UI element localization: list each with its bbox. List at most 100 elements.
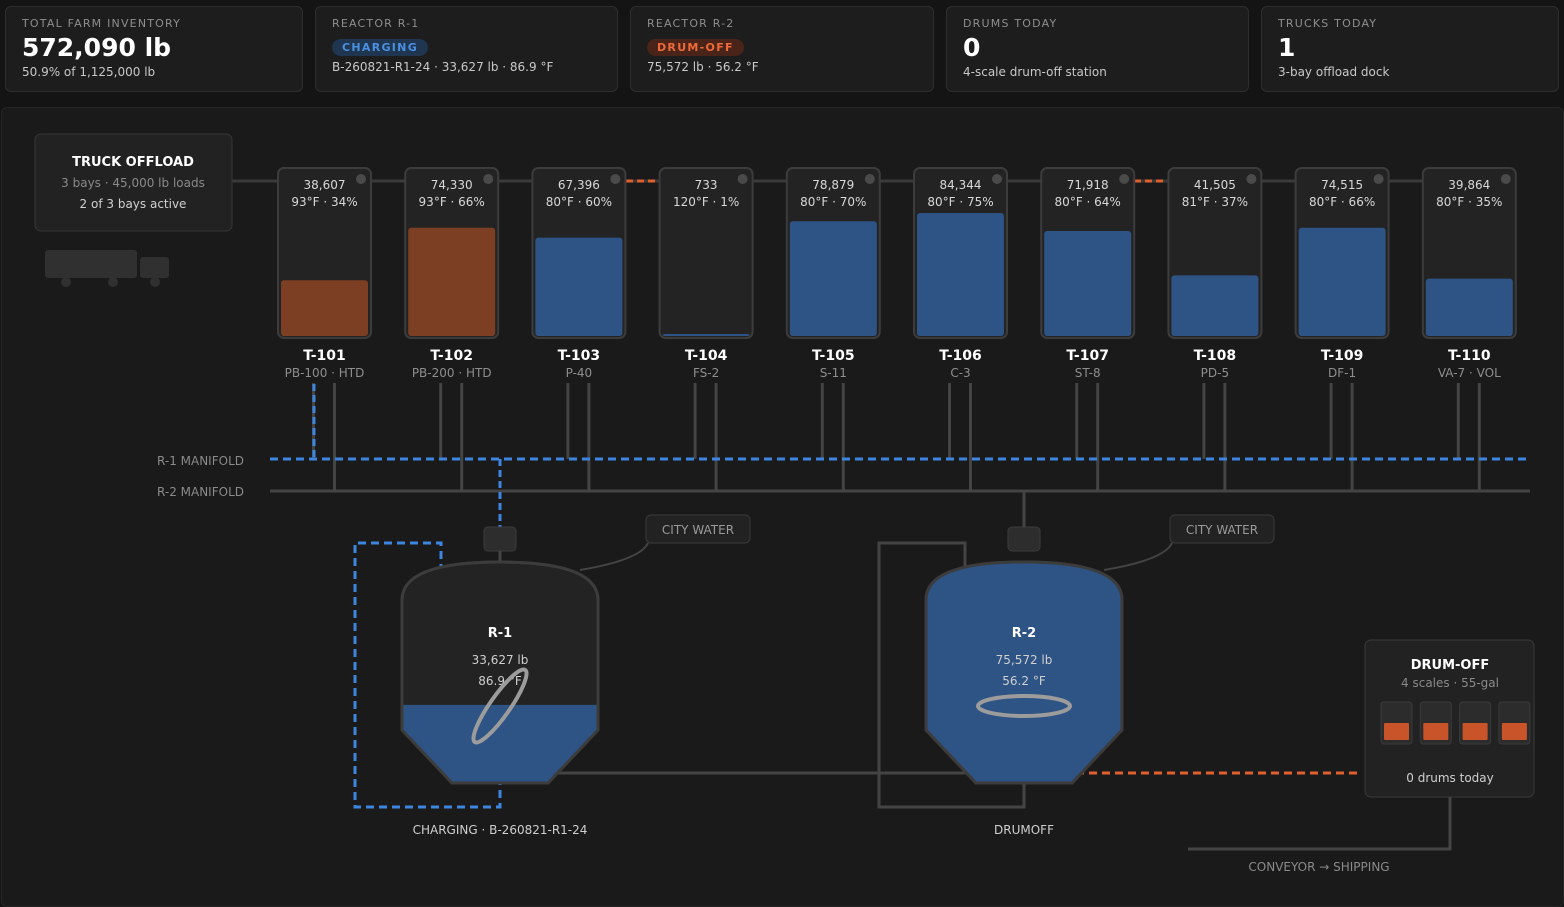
kpi-value: 0 — [963, 33, 981, 62]
kpi-subtext: B-260821-R1-24 · 33,627 lb · 86.9 °F — [332, 60, 554, 74]
kpi-subtext: 4-scale drum-off station — [963, 65, 1107, 79]
tank-id: T-102 — [430, 348, 473, 364]
reactor-r2-temp: 56.2 °F — [1002, 674, 1046, 688]
reactor-r2-outline — [924, 560, 1124, 785]
kpi-subtext: 75,572 lb · 56.2 °F — [647, 60, 759, 74]
truck-offload-box[interactable] — [34, 133, 233, 232]
status-dot-icon — [1500, 174, 1511, 184]
status-dot-icon — [356, 174, 366, 184]
tank-t-106[interactable]: 84,344 80°F · 75% T-106 C-3 — [913, 167, 1008, 491]
status-dot-icon — [483, 174, 494, 184]
drum-icon — [1462, 723, 1488, 740]
drum-icon — [1384, 723, 1409, 740]
r1-manifold-label: R-1 MANIFOLD — [157, 454, 244, 468]
tank-level-fill — [789, 221, 877, 336]
kpi-trucks-today: TRUCKS TODAY 1 3-bay offload dock — [1261, 6, 1559, 92]
tank-conditions: 120°F · 1% — [673, 195, 739, 209]
tank-conditions: 80°F · 35% — [1436, 195, 1502, 209]
tank-conditions: 93°F · 34% — [291, 195, 357, 209]
reactor-r1-name: R-1 — [488, 626, 512, 641]
tank-level-fill — [1044, 231, 1132, 336]
kpi-label: TOTAL FARM INVENTORY — [22, 17, 182, 30]
r1-city-water-label: CITY WATER — [662, 523, 734, 537]
status-badge-drumoff: DRUM-OFF — [647, 39, 744, 56]
r2-water-line — [1103, 542, 1173, 571]
r1-city-water-box[interactable] — [645, 514, 751, 544]
tank-level-fill — [662, 334, 750, 336]
tank-weight: 67,396 — [558, 178, 600, 192]
tank-level-fill — [1298, 227, 1386, 336]
tank-weight: 78,879 — [812, 178, 854, 192]
status-badge-charging: CHARGING — [332, 39, 429, 56]
tank-t-101[interactable]: 38,607 93°F · 34% T-101 PB-100 · HTD — [277, 167, 372, 491]
tank-level-fill — [408, 227, 496, 336]
reactor-r2-liquid — [926, 562, 1122, 783]
kpi-label: TRUCKS TODAY — [1278, 17, 1378, 30]
r2-recirc-loop — [877, 541, 1026, 809]
tank-id: T-101 — [303, 348, 346, 364]
tank-weight: 74,515 — [1321, 178, 1363, 192]
reactor-r1-liquid — [402, 704, 598, 783]
truck-offload-capacity: 3 bays · 45,000 lb loads — [61, 176, 205, 190]
tank-product: P-40 — [566, 366, 593, 380]
reactor-r2-caption: DRUMOFF — [994, 823, 1054, 837]
kpi-reactor-r1: REACTOR R-1 CHARGING B-260821-R1-24 · 33… — [315, 6, 618, 92]
tank-shell — [658, 167, 754, 339]
drum-scale[interactable] — [1459, 701, 1492, 745]
tank-t-104[interactable]: 733 120°F · 1% T-104 FS-2 — [658, 167, 754, 491]
tank-weight: 39,864 — [1448, 178, 1490, 192]
drumoff-title: DRUM-OFF — [1411, 658, 1490, 673]
reactor-r1[interactable]: R-1 33,627 lb 86.9 °F — [400, 560, 600, 785]
tank-t-109[interactable]: 74,515 80°F · 66% T-109 DF-1 — [1294, 167, 1390, 491]
status-dot-icon — [1373, 174, 1384, 184]
tank-weight: 84,344 — [940, 178, 982, 192]
reactor-r1-weight: 33,627 lb — [472, 653, 529, 667]
kpi-reactor-r2: REACTOR R-2 DRUM-OFF 75,572 lb · 56.2 °F — [630, 6, 934, 92]
drum-scale[interactable] — [1380, 701, 1413, 745]
kpi-drums-today: DRUMS TODAY 0 4-scale drum-off station — [946, 6, 1249, 92]
tank-t-110[interactable]: 39,864 80°F · 35% T-110 VA-7 · VOL — [1421, 167, 1517, 491]
tank-t-103[interactable]: 67,396 80°F · 60% T-103 P-40 — [531, 167, 627, 491]
status-dot-icon — [1246, 174, 1257, 184]
kpi-subtext: 50.9% of 1,125,000 lb — [22, 65, 156, 79]
tank-product: VA-7 · VOL — [1438, 366, 1501, 380]
reactor-r1-caption: CHARGING · B-260821-R1-24 — [413, 823, 588, 837]
reactor-r2[interactable]: R-2 75,572 lb 56.2 °F — [924, 560, 1124, 785]
r1-inlet-valve[interactable] — [483, 526, 517, 552]
drumoff-station[interactable]: DRUM-OFF 4 scales · 55-gal 0 drums today — [1364, 639, 1535, 798]
r2-city-water-box[interactable] — [1169, 514, 1275, 544]
tank-conditions: 93°F · 66% — [419, 195, 485, 209]
tank-level-fill — [535, 237, 623, 336]
status-dot-icon — [1119, 174, 1130, 184]
r2-city-water-label: CITY WATER — [1186, 523, 1258, 537]
drumoff-subtitle: 4 scales · 55-gal — [1401, 676, 1499, 690]
kpi-subtext: 3-bay offload dock — [1278, 65, 1390, 79]
tank-t-107[interactable]: 71,918 80°F · 64% T-107 ST-8 — [1040, 167, 1136, 491]
drum-scale[interactable] — [1498, 701, 1531, 745]
status-dot-icon — [737, 174, 748, 184]
truck-offload-status: 2 of 3 bays active — [80, 197, 187, 211]
tank-conditions: 80°F · 75% — [927, 195, 993, 209]
reactor-r1-outline — [400, 560, 600, 785]
r2-inlet-valve[interactable] — [1007, 526, 1041, 552]
tank-t-102[interactable]: 74,330 93°F · 66% T-102 PB-200 · HTD — [404, 167, 500, 491]
tank-product: PB-200 · HTD — [412, 366, 492, 380]
tank-t-108[interactable]: 41,505 81°F · 37% T-108 PD-5 — [1167, 167, 1263, 491]
tank-id: T-103 — [558, 348, 601, 364]
drum-scale[interactable] — [1419, 701, 1452, 745]
tank-id: T-106 — [939, 348, 982, 364]
reactor-r2-name: R-2 — [1012, 626, 1036, 641]
tank-t-105[interactable]: 78,879 80°F · 70% T-105 S-11 — [785, 167, 881, 491]
tank-id: T-104 — [685, 348, 728, 364]
kpi-label: REACTOR R-2 — [647, 17, 735, 30]
r1-agitator-icon — [471, 667, 529, 745]
kpi-label: DRUMS TODAY — [963, 17, 1058, 30]
tank-weight: 74,330 — [431, 178, 473, 192]
truck-offload-title: TRUCK OFFLOAD — [72, 155, 194, 170]
status-dot-icon — [864, 174, 875, 184]
tank-weight: 71,918 — [1067, 178, 1109, 192]
tank-level-fill — [281, 280, 368, 336]
tank-id: T-107 — [1066, 348, 1109, 364]
tank-weight: 733 — [695, 178, 718, 192]
